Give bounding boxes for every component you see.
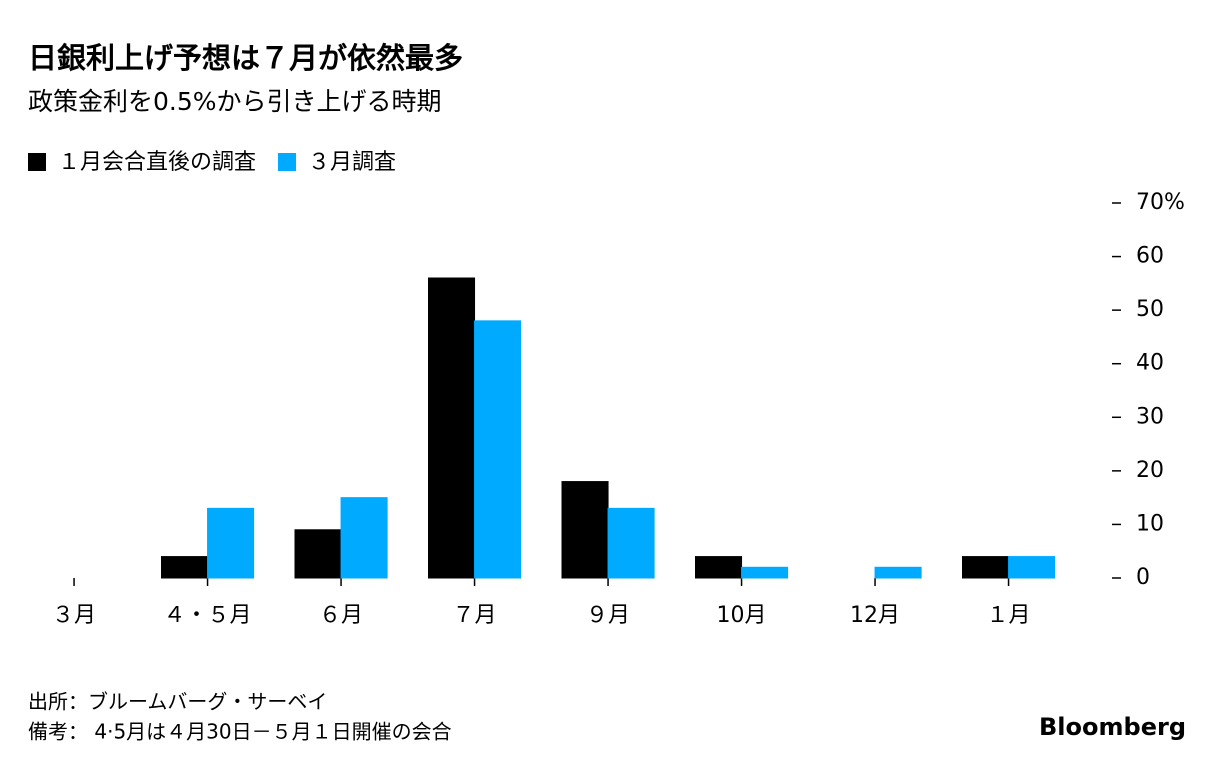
source: 出所：ブルームバーグ・サーベイ [28, 690, 327, 714]
legend-swatch [28, 153, 46, 171]
bar [474, 320, 522, 579]
x-tick-label: 10月 [717, 603, 767, 628]
x-tick-label: ４・５月 [164, 603, 252, 628]
bar [607, 507, 655, 579]
x-tick-label: ９月 [586, 603, 630, 628]
x-tick-label: ３月 [52, 603, 96, 628]
x-tick-label: ６月 [319, 603, 363, 628]
y-tick-label: 60 [1136, 244, 1164, 269]
bar [741, 566, 789, 579]
y-tick-label: 30 [1136, 404, 1164, 429]
x-tick-label: ７月 [453, 603, 497, 628]
note: 備考： 4·5月は４月30日－５月１日開催の会合 [28, 720, 452, 744]
bar [1008, 556, 1056, 579]
legend-label: １月会合直後の調査 [58, 150, 256, 175]
y-tick-label: 40 [1136, 351, 1164, 376]
y-tick-label: 10 [1136, 511, 1164, 536]
bar [874, 566, 922, 579]
legend: １月会合直後の調査 ３月調査 [28, 150, 396, 175]
y-tick-label: 50 [1136, 297, 1164, 322]
bar [294, 529, 342, 579]
y-tick-label: 0 [1136, 565, 1150, 590]
chart-title: 日銀利上げ予想は７月が依然最多 [28, 41, 463, 75]
bar [207, 507, 255, 579]
legend-label: ３月調査 [308, 150, 396, 175]
x-tick-label: １月 [987, 603, 1031, 628]
brand: Bloomberg [1039, 713, 1186, 741]
bar [340, 497, 388, 579]
bar [161, 556, 209, 579]
y-tick-label: 70% [1136, 190, 1185, 215]
bar [962, 556, 1010, 579]
bar [428, 277, 476, 579]
bar [695, 556, 743, 579]
x-tick-label: 12月 [850, 603, 900, 628]
legend-swatch [278, 153, 297, 171]
bar [561, 481, 609, 579]
y-tick-label: 20 [1136, 458, 1164, 483]
chart-subtitle: 政策金利を0.5%から引き上げる時期 [28, 87, 442, 116]
